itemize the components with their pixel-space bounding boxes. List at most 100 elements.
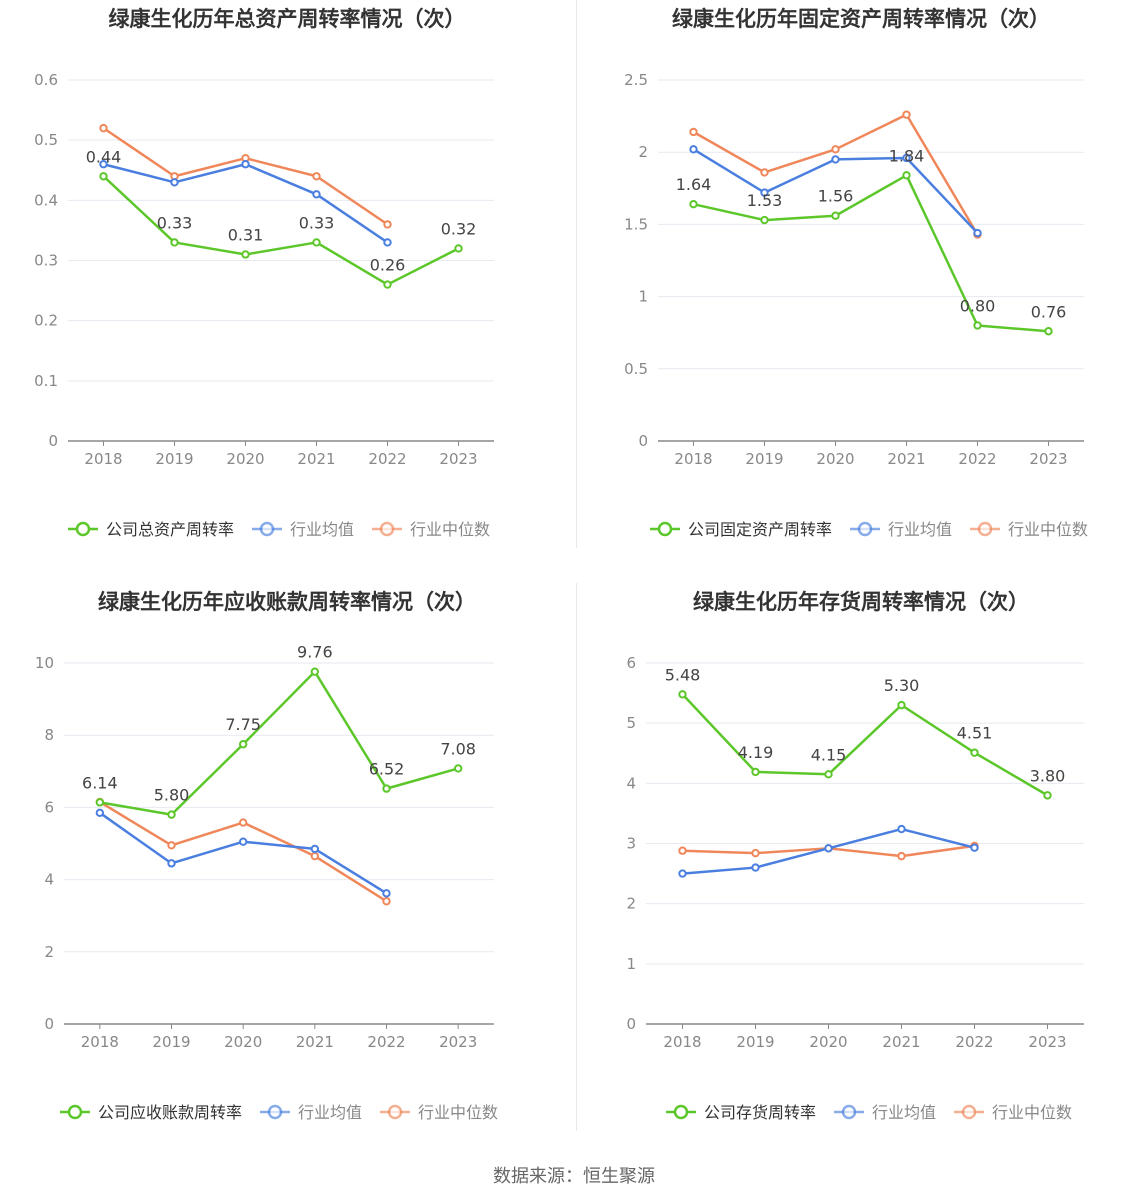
data-point-company bbox=[689, 199, 698, 209]
data-point-company bbox=[241, 250, 250, 259]
legend-marker bbox=[75, 521, 91, 537]
data-point-company bbox=[382, 784, 391, 793]
x-tick-label: 2022 bbox=[367, 1033, 405, 1051]
data-point-company bbox=[170, 238, 179, 247]
data-label: 0.33 bbox=[157, 213, 193, 232]
data-label: 1.64 bbox=[676, 175, 712, 194]
legend-item-industry_median: 行业中位数 bbox=[954, 1103, 1072, 1122]
data-point-company bbox=[95, 798, 105, 807]
y-tick-label: 0.6 bbox=[34, 71, 58, 89]
data-point-industry_median bbox=[167, 841, 176, 850]
legend-marker bbox=[977, 521, 993, 537]
data-label: 1.53 bbox=[747, 191, 783, 210]
data-point-company bbox=[310, 667, 320, 676]
legend-marker bbox=[961, 1104, 977, 1120]
x-tick-label: 2023 bbox=[439, 450, 477, 468]
x-tick-label: 2023 bbox=[439, 1033, 477, 1051]
data-point-industry_median bbox=[312, 172, 321, 181]
data-point-industry_avg bbox=[238, 837, 248, 846]
chart-title: 绿康生化历年存货周转率情况（次） bbox=[693, 590, 1029, 614]
data-point-company bbox=[453, 764, 463, 773]
data-label: 5.80 bbox=[154, 786, 190, 805]
y-tick-label: 2 bbox=[44, 943, 54, 961]
legend-item-industry_median: 行业中位数 bbox=[380, 1103, 498, 1122]
x-tick-label: 2019 bbox=[736, 1033, 774, 1051]
data-point-company bbox=[760, 215, 769, 225]
x-tick-label: 2021 bbox=[882, 1033, 920, 1051]
data-point-industry_median bbox=[689, 127, 698, 137]
x-tick-label: 2022 bbox=[368, 450, 406, 468]
y-tick-label: 0.5 bbox=[34, 131, 58, 149]
data-point-company bbox=[167, 810, 176, 819]
chart-inventory-turnover: 绿康生化历年存货周转率情况（次） 0 1 2 3 4 5 6 2018 2019 2020 2021 2… bbox=[574, 583, 1148, 1166]
data-point-industry_median bbox=[831, 145, 840, 154]
data-label: 3.80 bbox=[1030, 766, 1066, 785]
series-line-company bbox=[102, 175, 460, 286]
data-point-company bbox=[824, 770, 833, 779]
data-point-industry_median bbox=[897, 851, 906, 861]
y-tick-label: 4 bbox=[44, 871, 54, 889]
y-tick-label: 4 bbox=[626, 774, 636, 792]
legend-marker bbox=[673, 1104, 689, 1120]
y-tick-label: 0.2 bbox=[34, 312, 58, 330]
data-label: 0.32 bbox=[441, 219, 477, 238]
data-point-industry_avg bbox=[678, 869, 687, 878]
data-point-company bbox=[897, 700, 906, 710]
data-point-industry_avg bbox=[689, 145, 698, 154]
data-point-industry_avg bbox=[897, 824, 906, 834]
y-tick-label: 1.5 bbox=[624, 215, 648, 233]
data-point-industry_avg bbox=[99, 160, 108, 169]
data-label: 4.19 bbox=[738, 743, 774, 762]
legend-label: 公司存货周转率 bbox=[704, 1103, 816, 1122]
x-tick-label: 2021 bbox=[887, 450, 925, 468]
legend-item-company: 公司应收账款周转率 bbox=[60, 1103, 242, 1122]
x-tick-label: 2022 bbox=[958, 450, 996, 468]
legend-item-industry_median: 行业中位数 bbox=[970, 520, 1088, 539]
y-tick-label: 0.5 bbox=[624, 360, 648, 378]
series-line-industry_median bbox=[99, 800, 388, 903]
y-tick-label: 1 bbox=[626, 955, 636, 973]
data-label: 4.51 bbox=[957, 724, 993, 743]
legend-item-industry_avg: 行业均值 bbox=[260, 1103, 362, 1122]
x-tick-label: 2021 bbox=[296, 1033, 334, 1051]
data-point-industry_median bbox=[238, 818, 248, 827]
data-point-industry_avg bbox=[167, 859, 176, 868]
data-label: 5.30 bbox=[884, 676, 920, 695]
chart-svg: 绿康生化历年存货周转率情况（次） 0 1 2 3 4 5 6 2018 2019 2020 2021 2… bbox=[626, 590, 1084, 1122]
data-point-industry_median bbox=[382, 897, 391, 906]
series-line-company bbox=[693, 174, 1049, 333]
x-tick-label: 2020 bbox=[224, 1033, 262, 1051]
data-label: 1.84 bbox=[889, 146, 925, 165]
y-tick-label: 1 bbox=[638, 288, 648, 306]
y-tick-label: 0 bbox=[48, 432, 58, 450]
y-tick-label: 0 bbox=[626, 1015, 636, 1033]
y-tick-label: 0 bbox=[44, 1015, 54, 1033]
y-tick-label: 0.1 bbox=[34, 372, 58, 390]
data-label: 7.08 bbox=[440, 739, 476, 758]
data-point-company bbox=[99, 172, 108, 181]
legend-marker bbox=[841, 1104, 857, 1120]
data-point-company bbox=[970, 748, 979, 757]
x-tick-label: 2018 bbox=[81, 1033, 119, 1051]
data-point-industry_avg bbox=[241, 160, 250, 169]
y-tick-label: 5 bbox=[626, 714, 636, 732]
chart-svg: 绿康生化历年应收账款周转率情况（次） 0 2 4 6 8 10 2018 2019 2020 202… bbox=[35, 590, 498, 1122]
legend-marker bbox=[267, 1104, 283, 1120]
data-point-industry_avg bbox=[751, 863, 760, 872]
data-point-industry_avg bbox=[310, 844, 320, 854]
panel-divider-bottom bbox=[576, 583, 577, 1131]
y-tick-label: 0.4 bbox=[34, 191, 58, 209]
y-tick-label: 10 bbox=[35, 654, 54, 672]
y-tick-label: 2 bbox=[638, 143, 648, 161]
x-tick-label: 2018 bbox=[674, 450, 712, 468]
legend-label: 行业中位数 bbox=[1008, 520, 1088, 539]
data-point-company bbox=[312, 238, 321, 247]
data-point-company bbox=[678, 690, 687, 699]
y-tick-label: 8 bbox=[44, 726, 54, 744]
data-point-company bbox=[1043, 791, 1052, 800]
legend-label: 公司应收账款周转率 bbox=[98, 1103, 242, 1122]
data-point-company bbox=[973, 321, 982, 330]
legend-item-industry_avg: 行业均值 bbox=[850, 520, 952, 539]
legend-item-industry_median: 行业中位数 bbox=[372, 520, 490, 539]
data-label: 5.48 bbox=[665, 665, 701, 684]
